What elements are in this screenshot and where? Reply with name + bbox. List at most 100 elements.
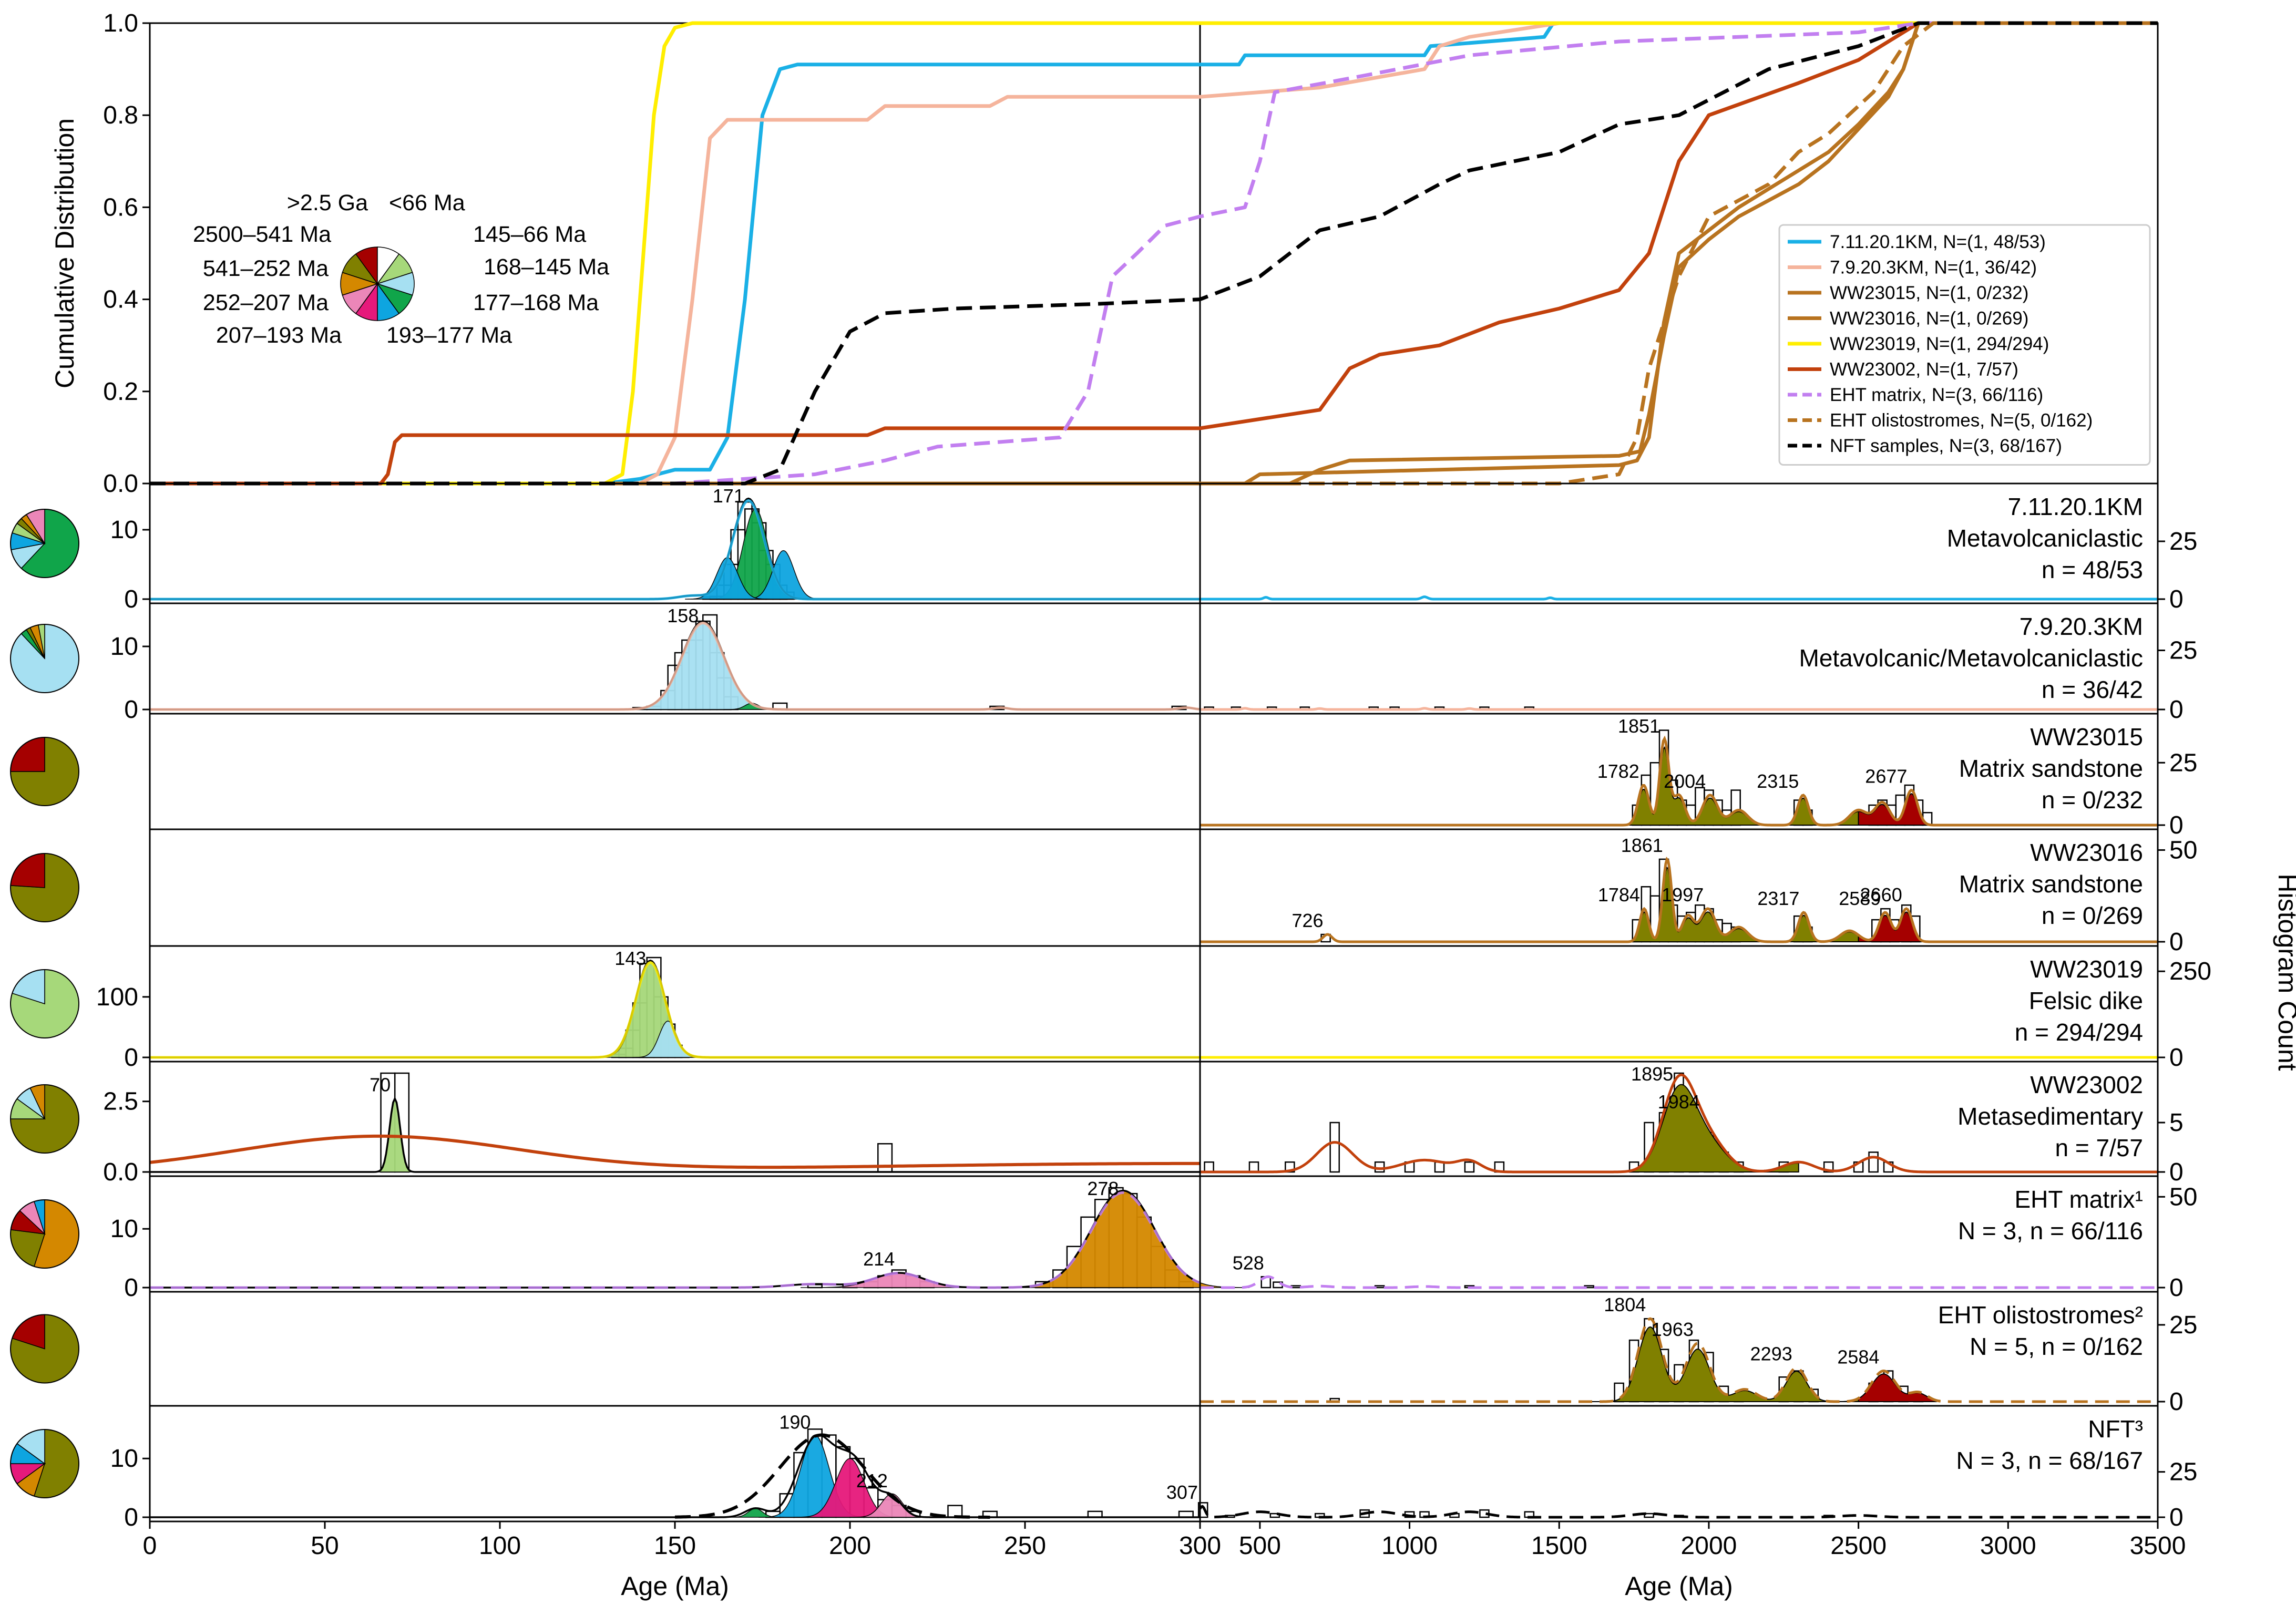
peak-label: 1804 (1604, 1294, 1646, 1315)
sample-label: N = 3, n = 68/167 (1956, 1447, 2144, 1474)
hist-bar (1464, 1161, 1475, 1173)
sample-label: NFT³ (2088, 1415, 2143, 1443)
peak-label: 726 (1292, 910, 1323, 931)
sample-label: n = 294/294 (2015, 1019, 2143, 1046)
sample-label: Metasedimentary (1957, 1103, 2143, 1130)
kde-line-sample (1200, 1317, 2158, 1403)
ytick-right-label: 25 (2169, 1458, 2197, 1486)
hist-bar (1823, 1161, 1834, 1173)
xtick-label: 2000 (1681, 1532, 1737, 1560)
cdf-series-line (150, 21, 2158, 486)
legend-label: NFT samples, N=(3, 68/167) (1830, 436, 2062, 456)
sample-label: n = 7/57 (2055, 1134, 2143, 1161)
age-bin-label: 145–66 Ma (473, 222, 586, 247)
xtick-label: 250 (1004, 1532, 1046, 1560)
peak-label: 2004 (1664, 770, 1706, 792)
hist-bar (1868, 1151, 1879, 1173)
xtick-label: 300 (1179, 1532, 1221, 1560)
peak-label: 1784 (1598, 884, 1640, 906)
cdf-ytick-label: 0.2 (103, 378, 138, 406)
ytick-left-label: 100 (96, 983, 138, 1011)
kde-line-sample (150, 1191, 1201, 1289)
cdf-ylabel: Cumulative Distribution (50, 118, 79, 388)
legend-label: WW23002, N=(1, 7/57) (1830, 359, 2018, 380)
cdf-series-line (150, 21, 2158, 486)
ytick-right-label: 0 (2169, 585, 2184, 613)
xtick-label: 100 (479, 1532, 521, 1560)
panel-plot-area (1200, 856, 2158, 943)
panel-ww23019: 0 100 0 250 143 WW23019 Felsic dike n = 294/294 (10, 945, 2211, 1072)
age-bin-label: 177–168 Ma (473, 290, 599, 315)
sample-label: n = 48/53 (2042, 556, 2143, 583)
xtick-label: 150 (654, 1532, 696, 1560)
ytick-right-label: 0 (2169, 1158, 2184, 1186)
ytick-right-label: 0 (2169, 1044, 2184, 1072)
cdf-ytick-label: 0.8 (103, 101, 138, 129)
sample-pie (10, 1429, 79, 1498)
panel-frame (149, 1061, 2159, 1177)
ytick-right-label: 0 (2169, 928, 2184, 956)
age-bin-label: 207–193 Ma (216, 323, 342, 348)
xtick-label: 2500 (1830, 1532, 1887, 1560)
peak-label: 278 (1087, 1178, 1119, 1199)
ytick-left-label: 0.0 (103, 1158, 138, 1186)
sample-label: n = 36/42 (2042, 676, 2143, 703)
panel-frame (149, 482, 2159, 604)
kde-line-sample (1200, 856, 2158, 943)
ytick-left-label: 0 (124, 1504, 138, 1531)
ytick-right-label: 0 (2169, 1504, 2184, 1531)
legend-label: EHT matrix, N=(3, 66/116) (1830, 385, 2043, 405)
xtick-label: 50 (311, 1532, 339, 1560)
peak-label: 143 (614, 948, 646, 969)
hist-bar (1374, 1161, 1385, 1173)
sample-pie (10, 509, 79, 578)
sample-label: EHT olistostromes² (1938, 1301, 2143, 1329)
age-bin-label: 193–177 Ma (386, 323, 512, 348)
age-bin-label: <66 Ma (389, 190, 465, 215)
xtick-label: 3500 (2130, 1532, 2186, 1560)
sample-label: EHT matrix¹ (2015, 1186, 2144, 1213)
kde-line-sample (150, 1134, 1200, 1169)
sample-pie (10, 1314, 79, 1384)
peak-label: 1861 (1621, 835, 1663, 856)
right-ylabel: Histogram Count (2273, 873, 2296, 1071)
sample-pie (10, 969, 79, 1038)
ytick-left-label: 0 (124, 1044, 138, 1072)
hist-bar (1329, 1122, 1340, 1173)
peak-label: 307 (1166, 1482, 1198, 1503)
sample-pie (10, 737, 79, 806)
xtick-label: 500 (1239, 1532, 1281, 1560)
sample-label: n = 0/232 (2042, 786, 2143, 814)
ytick-right-label: 25 (2169, 749, 2197, 777)
legend-box (1778, 224, 2151, 466)
sample-label: Metavolcanic/Metavolcaniclastic (1799, 644, 2144, 672)
kde-line-sample (150, 621, 1201, 711)
sample-label: Felsic dike (2029, 987, 2143, 1014)
sample-label: 7.11.20.1KM (2008, 493, 2143, 520)
x-axis-label-right: Age (Ma) (1625, 1571, 1733, 1601)
hist-bar (1204, 1161, 1214, 1173)
ytick-right-label: 50 (2169, 1183, 2197, 1211)
xtick-label: 3000 (1980, 1532, 2036, 1560)
x-axis-label-left: Age (Ma) (621, 1571, 729, 1601)
cdf-series-line (150, 21, 2158, 486)
cdf-series-line (150, 21, 2158, 486)
kde-fill (594, 960, 707, 1058)
age-bin-label: >2.5 Ga (287, 190, 368, 215)
legend: 7.11.20.1KM, N=(1, 48/53) 7.9.20.3KM, N=(… (1778, 224, 2151, 466)
legend-label: WW23016, N=(1, 0/269) (1830, 308, 2028, 329)
x-axes: 0 50 100 150 200 250 300 500 1000 1500 2000 2500 300… (143, 1521, 2186, 1601)
sample-label: n = 0/269 (2042, 902, 2143, 929)
peak-label: 2317 (1757, 888, 1799, 909)
hist-bar (1197, 1502, 1208, 1518)
ytick-right-label: 25 (2169, 637, 2197, 665)
ytick-right-label: 0 (2169, 696, 2184, 724)
kde-line-black (150, 1189, 1201, 1289)
panel-plot-area (150, 1072, 2158, 1174)
age-bin-label: 252–207 Ma (203, 290, 329, 315)
peak-label: 190 (779, 1411, 811, 1433)
ytick-left-label: 10 (110, 516, 138, 544)
kde-fill (1619, 866, 1859, 942)
panel-plot-area (1200, 1317, 2158, 1403)
